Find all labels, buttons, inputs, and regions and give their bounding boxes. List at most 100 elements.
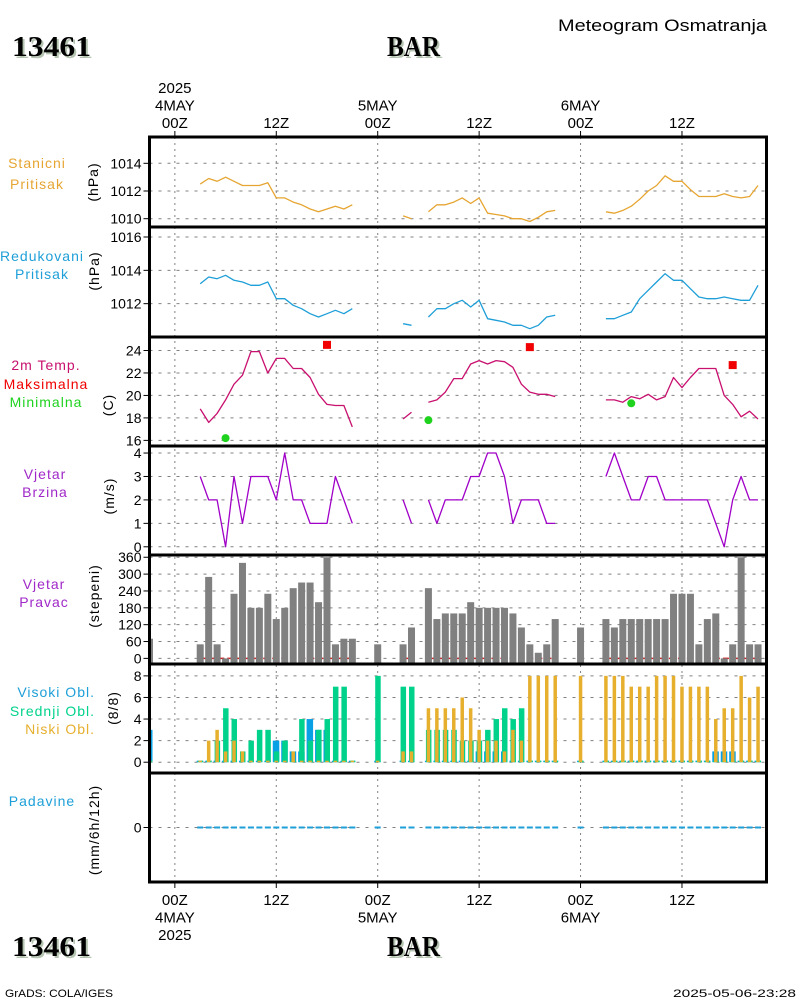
precipitation-mark [493, 826, 500, 829]
unit-label: (mm/6h/12h) [86, 785, 102, 875]
wind-direction-bar [737, 557, 745, 664]
cloud-mid-bar [256, 729, 263, 763]
grads-credit: GrADS: COLA/IGES [5, 988, 113, 1000]
panel-4-marks [149, 557, 762, 664]
panel-5-marks [149, 675, 762, 763]
y-tick-label: 3 [134, 468, 142, 484]
footer-station-name: BAR [387, 931, 441, 963]
precipitation-mark [450, 826, 457, 829]
cloud-low-bar [249, 760, 253, 763]
panel-label: Niski Obl. [25, 721, 95, 737]
panel-label: Srednji Obl. [10, 703, 95, 719]
y-tick-label: 0 [134, 754, 142, 770]
precipitation-mark [281, 826, 288, 829]
panel-label: Visoki Obl. [17, 684, 95, 700]
wind-speed-line [402, 499, 413, 524]
wind-direction-bar [399, 644, 407, 664]
cloud-low-bar [663, 675, 667, 763]
wind-direction-bar [323, 557, 331, 664]
cloud-low-bar [223, 751, 228, 763]
temperature-min-marker [424, 416, 433, 425]
cloud-low-bar [325, 760, 329, 763]
cloud-low-bar [604, 675, 608, 763]
precipitation-mark [239, 826, 246, 829]
wind-speed-line [199, 452, 353, 548]
x-tick-label-top: 5MAY [358, 98, 398, 115]
precipitation-mark [459, 826, 466, 829]
temperature-2m-line [402, 411, 412, 420]
cloud-low-bar [544, 675, 549, 763]
wind-direction-bar [729, 644, 737, 664]
wind-direction-bar [627, 619, 635, 664]
cloud-mid-bar [265, 729, 271, 763]
precipitation-mark [636, 826, 643, 829]
x-tick-label-top: 4MAY [155, 98, 195, 115]
panel-label: Maksimalna [4, 376, 89, 392]
wind-direction-bar [720, 658, 728, 664]
wind-direction-bar [298, 582, 306, 664]
y-tick-label: 120 [118, 617, 142, 633]
wind-direction-bar [509, 613, 517, 664]
cloud-low-bar [739, 675, 743, 763]
wind-direction-bar [315, 602, 323, 664]
panel-0-marks [199, 175, 759, 223]
y-tick-label: 18 [126, 410, 142, 426]
precipitation-mark [670, 826, 677, 829]
panel-3-marks [199, 452, 758, 548]
wind-direction-bar [610, 627, 618, 664]
unit-label: (hPa) [86, 251, 102, 290]
cloud-low-bar [494, 740, 498, 763]
cloud-low-bar [232, 740, 236, 763]
precipitation-mark [611, 826, 618, 829]
wind-direction-bar [374, 644, 382, 664]
precipitation-mark [695, 826, 702, 829]
wind-direction-bar [408, 627, 416, 664]
precipitation-mark [653, 826, 660, 829]
unit-label: (C) [100, 394, 116, 416]
cloud-low-bar [308, 760, 312, 763]
cloud-low-bar [730, 708, 735, 763]
y-tick-label: 300 [118, 566, 142, 582]
precipitation-mark [332, 826, 339, 829]
x-tick-label-bottom: 4MAY [155, 910, 195, 927]
cloud-low-bar [435, 708, 439, 763]
wind-direction-bar [306, 582, 314, 664]
wind-direction-bar [534, 652, 542, 664]
wind-direction-bar [238, 562, 246, 664]
y-tick-label: 22 [126, 365, 142, 381]
cloud-low-bar [460, 697, 464, 763]
y-tick-label: 2 [134, 492, 142, 508]
precipitation-mark [400, 826, 407, 829]
y-tick-label: 2 [134, 733, 142, 749]
cloud-low-bar [375, 760, 380, 763]
precipitation-mark [408, 826, 415, 829]
station-pressure-line [402, 215, 412, 220]
y-tick-label: 1012 [110, 183, 141, 199]
wind-direction-bar [492, 607, 500, 664]
x-tick-label-bottom: 12Z [263, 892, 289, 909]
precipitation-mark [755, 826, 762, 829]
precipitation-mark [712, 826, 719, 829]
x-tick-label-bottom: 00Z [162, 892, 188, 909]
cloud-mid-bar [518, 708, 525, 763]
cloud-low-bar [680, 686, 684, 763]
wind-direction-bar [746, 644, 754, 664]
wind-direction-bar [450, 613, 458, 664]
frame-layer [143, 131, 768, 888]
precipitation-mark [552, 826, 559, 829]
precipitation-mark [662, 826, 669, 829]
cloud-mid-bar [299, 719, 305, 763]
cloud-low-bar [637, 686, 642, 763]
cloud-low-bar [350, 760, 355, 763]
data-layer [149, 175, 762, 829]
y-tick-label: 6 [134, 689, 142, 705]
panel-2-marks [199, 340, 759, 443]
wind-direction-bar [230, 593, 238, 664]
reduced-pressure-line [427, 299, 556, 330]
footer-station-id: 13461 [12, 931, 91, 963]
precipitation-mark [509, 826, 516, 829]
cloud-low-bar [215, 729, 219, 763]
cloud-low-bar [578, 675, 583, 763]
cloud-low-bar [291, 751, 295, 763]
panel-label: Vjetar [24, 466, 67, 482]
